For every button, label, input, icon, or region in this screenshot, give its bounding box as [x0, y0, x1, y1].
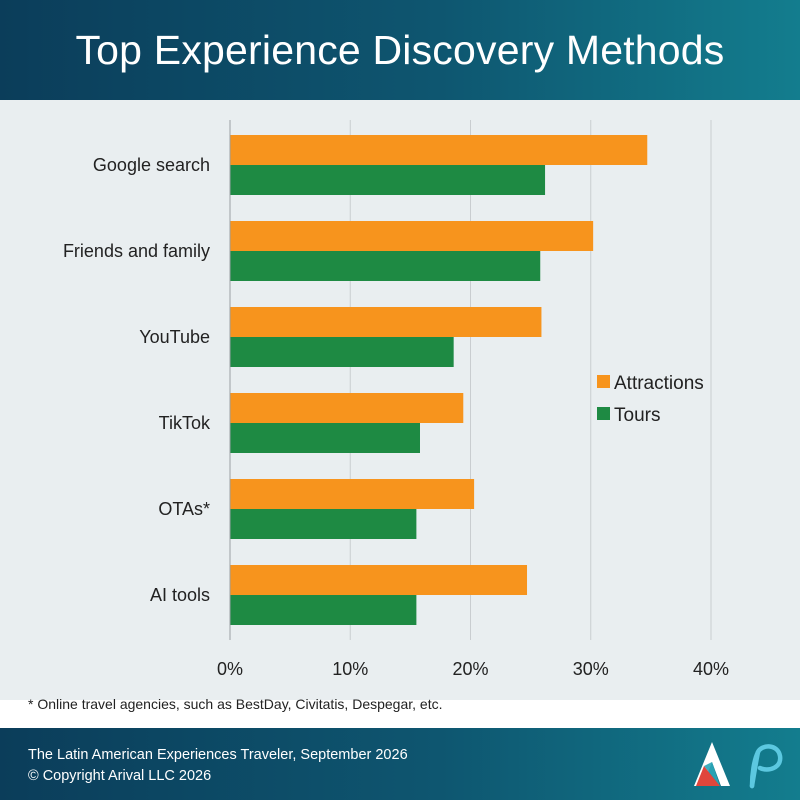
bar-attractions: [230, 307, 542, 337]
legend-swatch-attractions: [597, 375, 610, 388]
source-text: The Latin American Experiences Traveler,…: [28, 747, 408, 763]
legend-label-attractions: Attractions: [614, 373, 704, 394]
category-label: OTAs*: [158, 499, 210, 519]
bar-tours: [230, 595, 417, 625]
bar-attractions: [230, 565, 528, 595]
x-tick-label: 30%: [573, 659, 609, 679]
arival-logo-icon: [694, 742, 730, 786]
footnote: * Online travel agencies, such as BestDa…: [28, 696, 443, 712]
bar-chart: 0% 10% 20% 30% 40% Google search Friends and f…: [63, 120, 729, 679]
bar-tours: [230, 509, 417, 539]
legend-label-tours: Tours: [614, 405, 660, 426]
footer-banner: The Latin American Experiences Traveler,…: [0, 728, 800, 800]
bar-attractions: [230, 135, 648, 165]
bar-tours: [230, 423, 420, 453]
x-tick-label: 20%: [452, 659, 488, 679]
category-label: YouTube: [139, 327, 210, 347]
bar-attractions: [230, 221, 594, 251]
bar-tours: [230, 165, 546, 195]
copyright-text: © Copyright Arival LLC 2026: [28, 768, 212, 784]
category-label: AI tools: [150, 585, 210, 605]
legend-swatch-tours: [597, 407, 610, 420]
x-tick-label: 10%: [332, 659, 368, 679]
category-label: Google search: [93, 155, 210, 175]
chart-title: Top Experience Discovery Methods: [75, 26, 725, 73]
bar-attractions: [230, 393, 464, 423]
category-label: TikTok: [159, 413, 211, 433]
plot-area: 0% 10% 20% 30% 40% Google search Friends and f…: [0, 100, 800, 700]
x-tick-label: 0%: [217, 659, 243, 679]
category-label: Friends and family: [63, 241, 210, 261]
header-banner: Top Experience Discovery Methods: [0, 0, 800, 100]
bar-tours: [230, 251, 541, 281]
p-logo-icon: [749, 744, 783, 789]
bar-attractions: [230, 479, 475, 509]
x-tick-label: 40%: [693, 659, 729, 679]
bar-tours: [230, 337, 454, 367]
